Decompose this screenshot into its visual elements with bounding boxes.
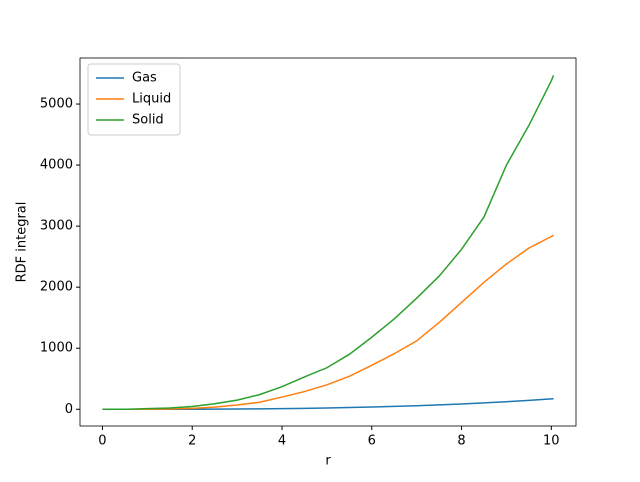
x-tick-label: 4 xyxy=(278,434,286,449)
y-tick-label: 0 xyxy=(65,402,73,417)
y-tick-label: 2000 xyxy=(40,280,73,295)
legend-box xyxy=(87,63,181,136)
line-series xyxy=(102,234,554,411)
y-axis-label: RDF integral xyxy=(15,202,30,283)
y-tick-label: 3000 xyxy=(40,219,73,234)
legend-label: Gas xyxy=(132,71,157,86)
x-tick-label: 8 xyxy=(457,434,465,449)
legend-label: Liquid xyxy=(132,92,171,107)
x-tick-label: 0 xyxy=(98,434,106,449)
line-series xyxy=(102,75,555,411)
x-axis-label: r xyxy=(325,454,331,469)
y-tick-label: 5000 xyxy=(40,97,73,112)
y-tick-label: 1000 xyxy=(40,341,73,356)
plot-frame xyxy=(79,57,577,427)
x-tick-label: 6 xyxy=(368,434,376,449)
x-tick-label: 10 xyxy=(543,434,560,449)
y-tick-label: 4000 xyxy=(40,158,73,173)
legend-label: Solid xyxy=(132,113,164,128)
x-tick-label: 2 xyxy=(188,434,196,449)
